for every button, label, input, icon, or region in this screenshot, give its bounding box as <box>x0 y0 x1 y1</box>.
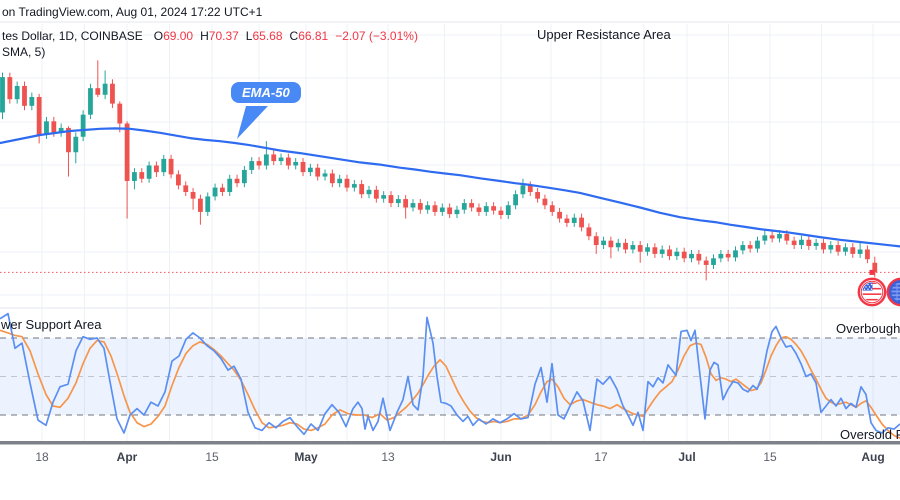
ema-50-line[interactable] <box>0 127 900 248</box>
time-tick-label: Aug <box>861 450 885 464</box>
time-tick-label: Jul <box>678 450 696 464</box>
last-price-marker <box>869 269 875 275</box>
candles-layer <box>0 60 878 281</box>
price-change: −2.07 (−3.01%) <box>335 29 418 43</box>
overbought-label: Overbought Re <box>836 321 900 336</box>
oversold-label: Oversold Re <box>840 427 900 442</box>
indicator-legend[interactable]: SMA, 5) <box>2 45 46 59</box>
stochastic-lines <box>0 312 900 439</box>
stochastic-pane <box>0 312 900 439</box>
ohlc-high: H70.37 <box>200 29 239 43</box>
ema-50-callout-badge[interactable]: EMA-50 <box>231 82 301 103</box>
time-tick-label: 15 <box>763 450 777 464</box>
symbol-legend-row: tes Dollar, 1D, COINBASE O69.00 H70.37 L… <box>2 29 418 43</box>
time-tick-label: 18 <box>35 450 49 464</box>
time-tick-label: Apr <box>116 450 138 464</box>
pane-separator[interactable] <box>0 441 900 445</box>
time-tick-label: 15 <box>205 450 219 464</box>
attribution-text: on TradingView.com, Aug 01, 2024 17:22 U… <box>2 5 263 19</box>
time-tick-label: May <box>294 450 318 464</box>
ohlc-close: C66.81 <box>289 29 329 43</box>
time-tick-label: Jun <box>490 450 512 464</box>
time-tick-label: 17 <box>594 450 608 464</box>
ema-badge-tail <box>237 106 268 139</box>
upper-resistance-label: Upper Resistance Area <box>537 27 671 42</box>
ohlc-open: O69.00 <box>153 29 194 43</box>
symbol-name[interactable]: tes Dollar, 1D, COINBASE <box>2 29 143 43</box>
ohlc-low: L65.68 <box>245 29 283 43</box>
time-tick-label: 13 <box>381 450 395 464</box>
symbol-pair-icons <box>857 277 900 307</box>
time-axis[interactable]: 18 Apr 15 May 13 Jun 17 Jul 15 Aug <box>0 448 900 466</box>
lower-support-label: wer Support Area <box>1 317 102 332</box>
